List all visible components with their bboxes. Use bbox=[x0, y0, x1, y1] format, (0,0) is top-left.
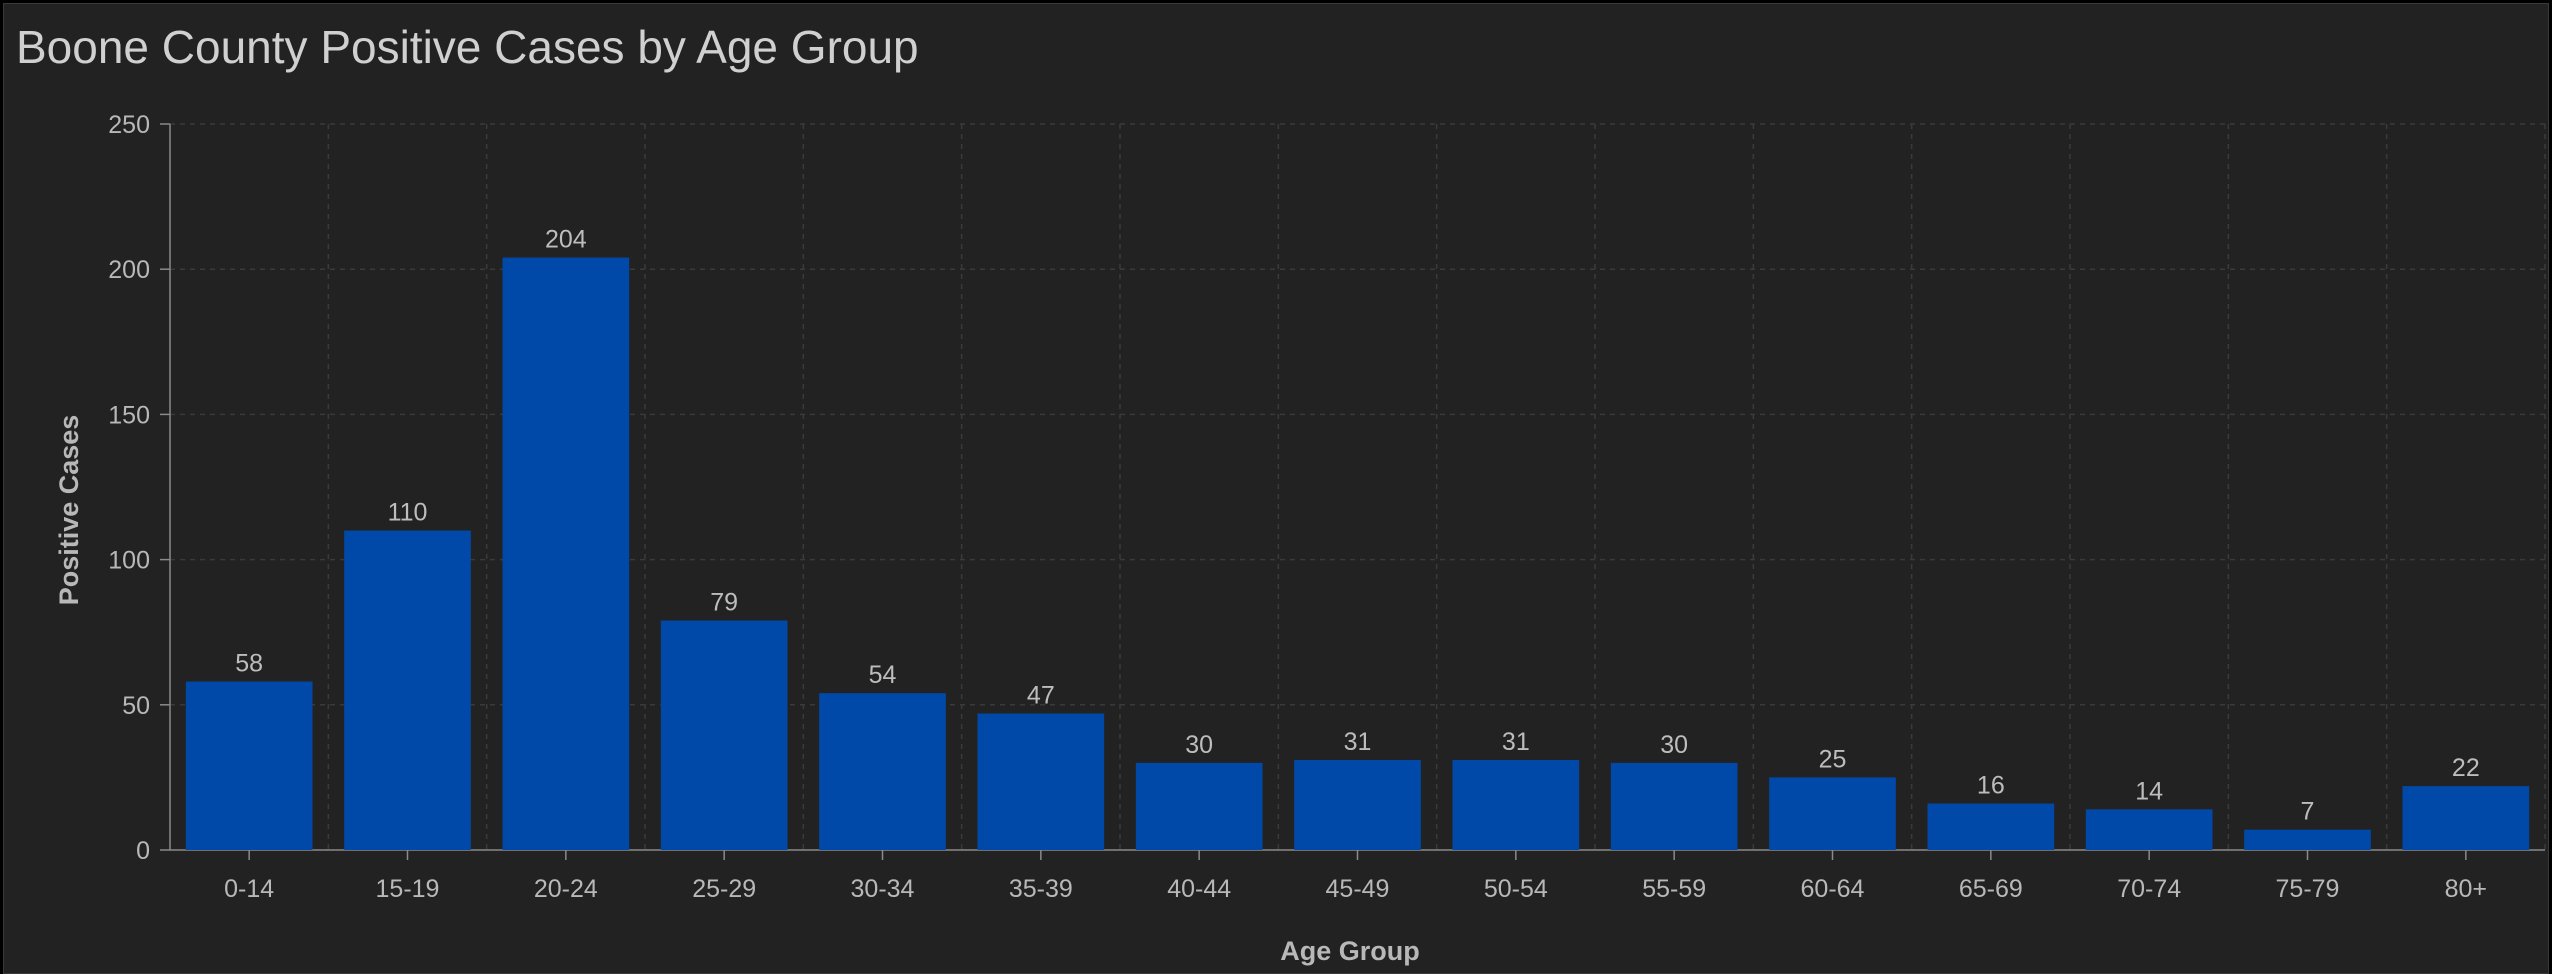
bar-0-14[interactable] bbox=[185, 681, 313, 850]
bar-45-49[interactable] bbox=[1294, 759, 1421, 850]
bar-50-54[interactable] bbox=[1452, 759, 1580, 850]
bar-65-69[interactable] bbox=[1927, 803, 2055, 850]
bar-25-29[interactable] bbox=[660, 620, 788, 850]
x-tick-label: 15-19 bbox=[376, 875, 440, 903]
x-tick-label: 45-49 bbox=[1326, 875, 1390, 903]
y-tick-label: 200 bbox=[108, 256, 150, 284]
x-tick-label: 75-79 bbox=[2276, 875, 2340, 903]
bar-70-74[interactable] bbox=[2085, 809, 2213, 850]
bar-value-label: 31 bbox=[1502, 728, 1530, 756]
x-tick-label: 0-14 bbox=[224, 875, 274, 903]
bar-40-44[interactable] bbox=[1135, 762, 1263, 850]
x-tick-label: 30-34 bbox=[851, 875, 915, 903]
bar-value-label: 7 bbox=[2301, 798, 2315, 826]
bar-35-39[interactable] bbox=[977, 713, 1105, 850]
bar-15-19[interactable] bbox=[344, 530, 471, 850]
bar-value-label: 58 bbox=[235, 650, 263, 678]
bar-value-label: 16 bbox=[1977, 772, 2005, 800]
bar-20-24[interactable] bbox=[502, 257, 630, 851]
x-tick-label: 65-69 bbox=[1959, 875, 2023, 903]
x-tick-label: 35-39 bbox=[1009, 875, 1073, 903]
bar-60-64[interactable] bbox=[1769, 777, 1896, 850]
y-tick-label: 0 bbox=[136, 837, 150, 865]
y-tick-label: 50 bbox=[122, 692, 150, 720]
x-tick-label: 40-44 bbox=[1167, 875, 1231, 903]
grid-lines bbox=[170, 123, 2546, 850]
bar-80+[interactable] bbox=[2402, 786, 2530, 850]
bars bbox=[185, 257, 2530, 851]
bar-value-label: 14 bbox=[2135, 777, 2163, 805]
x-tick-label: 60-64 bbox=[1801, 875, 1865, 903]
bar-value-label: 54 bbox=[869, 661, 897, 689]
bar-value-label: 47 bbox=[1027, 682, 1055, 710]
bar-value-label: 22 bbox=[2452, 754, 2480, 782]
x-tick-label: 20-24 bbox=[534, 875, 598, 903]
x-axis-title: Age Group bbox=[1280, 936, 1420, 966]
x-tick-label: 80+ bbox=[2445, 875, 2487, 903]
bar-55-59[interactable] bbox=[1610, 762, 1738, 850]
bar-value-label: 31 bbox=[1344, 728, 1372, 756]
bar-value-label: 110 bbox=[388, 499, 428, 527]
bar-value-label: 30 bbox=[1185, 731, 1213, 759]
y-tick-label: 250 bbox=[108, 111, 150, 139]
x-tick-label: 50-54 bbox=[1484, 875, 1548, 903]
y-axis-title: Positive Cases bbox=[54, 415, 84, 606]
x-tick-label: 55-59 bbox=[1642, 875, 1706, 903]
x-tick-label: 70-74 bbox=[2117, 875, 2181, 903]
labels: 0 50 100 150 200 250 58 0-14 110 15-19 204 20-24 79 2… bbox=[108, 111, 2487, 903]
x-tick-label: 25-29 bbox=[692, 875, 756, 903]
chart-title: Boone County Positive Cases by Age Group bbox=[16, 21, 919, 73]
bar-value-label: 25 bbox=[1819, 745, 1847, 773]
y-tick-label: 100 bbox=[108, 547, 150, 575]
bar-value-label: 30 bbox=[1660, 731, 1688, 759]
bar-30-34[interactable] bbox=[819, 693, 946, 850]
bar-value-label: 204 bbox=[545, 226, 587, 254]
bar-75-79[interactable] bbox=[2244, 829, 2371, 850]
y-tick-label: 150 bbox=[108, 401, 150, 429]
bar-value-label: 79 bbox=[710, 589, 738, 617]
